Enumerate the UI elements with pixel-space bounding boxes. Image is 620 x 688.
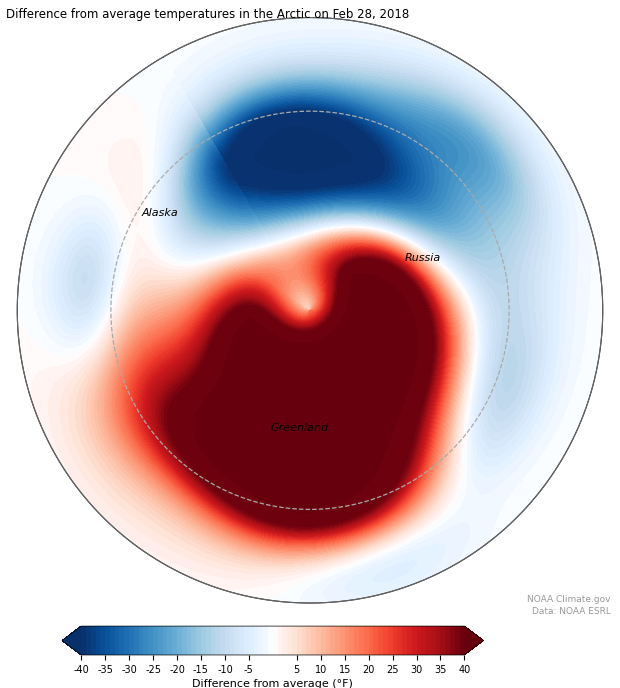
Point [305, 305, 315, 316]
Point [305, 305, 315, 316]
Point [305, 305, 315, 316]
Point [305, 305, 315, 316]
Point [305, 305, 315, 316]
Point [305, 305, 315, 316]
Point [305, 305, 315, 316]
Point [305, 305, 315, 316]
Point [305, 305, 315, 316]
Point [305, 305, 315, 316]
Point [305, 305, 315, 316]
Point [305, 305, 315, 316]
Point [305, 305, 315, 316]
Point [305, 305, 315, 316]
Point [305, 305, 315, 316]
Point [305, 305, 315, 316]
Point [305, 305, 315, 316]
Point [305, 305, 315, 316]
Point [305, 305, 315, 316]
Point [305, 305, 315, 316]
Point [305, 305, 315, 316]
Point [305, 305, 315, 316]
Point [305, 305, 315, 316]
Point [305, 305, 315, 316]
Point [305, 305, 315, 316]
Point [305, 305, 315, 316]
Point [305, 305, 315, 316]
Text: Russia: Russia [405, 252, 441, 263]
Text: Alaska: Alaska [142, 208, 179, 218]
Point [305, 305, 315, 316]
Point [305, 305, 315, 316]
Point [305, 305, 315, 316]
Point [305, 305, 315, 316]
X-axis label: Difference from average (°F): Difference from average (°F) [192, 679, 353, 688]
Point [305, 305, 315, 316]
Point [305, 305, 315, 316]
Point [305, 305, 315, 316]
Point [305, 305, 315, 316]
Point [305, 305, 315, 316]
Point [305, 305, 315, 316]
Point [305, 305, 315, 316]
Point [305, 305, 315, 316]
Point [305, 305, 315, 316]
Point [305, 305, 315, 316]
Point [305, 305, 315, 316]
Point [305, 305, 315, 316]
PathPatch shape [464, 626, 484, 655]
Point [305, 305, 315, 316]
Point [305, 305, 315, 316]
Text: Data: NOAA ESRL: Data: NOAA ESRL [532, 607, 611, 616]
Text: NOAA Climate.gov: NOAA Climate.gov [527, 595, 611, 604]
Text: Difference from average temperatures in the Arctic on Feb 28, 2018: Difference from average temperatures in … [6, 8, 409, 21]
Point [305, 305, 315, 316]
Point [305, 305, 315, 316]
Point [305, 305, 315, 316]
Point [305, 305, 315, 316]
Point [305, 305, 315, 316]
Point [305, 305, 315, 316]
Point [305, 305, 315, 316]
Point [305, 305, 315, 316]
Point [305, 305, 315, 316]
Point [305, 305, 315, 316]
Point [305, 305, 315, 316]
Point [305, 305, 315, 316]
Point [305, 305, 315, 316]
Point [305, 305, 315, 316]
Point [305, 305, 315, 316]
Point [305, 305, 315, 316]
Point [305, 305, 315, 316]
Text: Greenland: Greenland [271, 422, 329, 433]
Point [305, 305, 315, 316]
Point [305, 305, 315, 316]
Point [305, 305, 315, 316]
Point [305, 305, 315, 316]
Point [305, 305, 315, 316]
Point [305, 305, 315, 316]
Point [305, 305, 315, 316]
Point [305, 305, 315, 316]
PathPatch shape [62, 626, 81, 655]
Point [305, 305, 315, 316]
Point [305, 305, 315, 316]
Point [305, 305, 315, 316]
Point [305, 305, 315, 316]
Point [305, 305, 315, 316]
Point [305, 305, 315, 316]
Point [305, 305, 315, 316]
Point [305, 305, 315, 316]
Point [305, 305, 315, 316]
Point [305, 305, 315, 316]
Point [305, 305, 315, 316]
Point [305, 305, 315, 316]
